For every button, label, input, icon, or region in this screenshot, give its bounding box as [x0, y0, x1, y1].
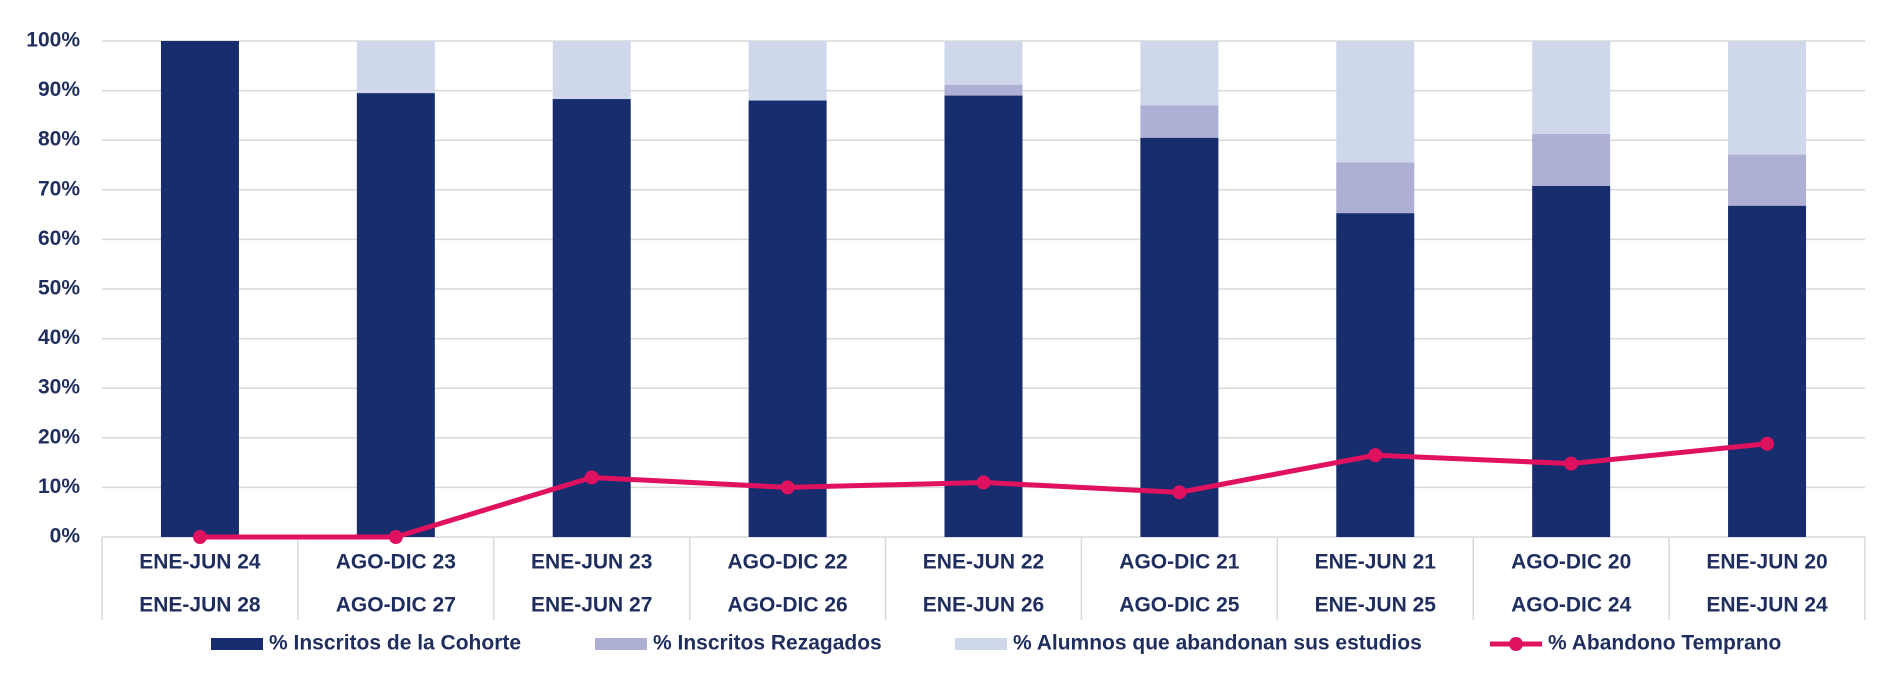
legend-swatch [595, 638, 647, 650]
legend-swatch [211, 638, 263, 650]
line-point [1760, 436, 1775, 451]
line-point [388, 530, 403, 544]
bar [944, 84, 1023, 96]
x-tick-label: AGO-DIC 26 [728, 594, 848, 617]
line-point [1564, 456, 1579, 471]
x-tick-label: AGO-DIC 22 [728, 551, 848, 574]
x-tick-label: AGO-DIC 23 [336, 551, 456, 574]
x-tick-label: ENE-JUN 27 [531, 594, 652, 617]
legend-swatch [955, 638, 1007, 650]
bar [1532, 185, 1611, 537]
legend-label: % Abandono Temprano [1548, 632, 1781, 655]
x-tick-label: AGO-DIC 24 [1511, 594, 1632, 617]
bar [552, 41, 631, 100]
legend-label: % Inscritos Rezagados [653, 632, 882, 655]
bar [1728, 205, 1807, 537]
y-tick-label: 40% [38, 326, 80, 349]
bar [1532, 41, 1611, 134]
bar [944, 41, 1023, 85]
y-tick-label: 60% [38, 227, 80, 250]
bar [1728, 154, 1807, 206]
line-point [1172, 485, 1187, 500]
y-tick-label: 50% [38, 277, 80, 300]
x-tick-label: ENE-JUN 26 [923, 594, 1044, 617]
x-tick-label: ENE-JUN 25 [1315, 594, 1437, 617]
x-tick-label: ENE-JUN 21 [1315, 551, 1437, 574]
legend-label: % Inscritos de la Cohorte [269, 632, 521, 655]
x-tick-label: ENE-JUN 23 [531, 551, 652, 574]
bar [1140, 105, 1219, 138]
bar [1728, 41, 1807, 155]
y-tick-label: 70% [38, 177, 80, 200]
legend-swatch [1509, 637, 1523, 651]
bar [160, 41, 239, 537]
bar [1336, 41, 1415, 163]
bar [552, 99, 631, 538]
x-tick-label: AGO-DIC 20 [1511, 551, 1631, 574]
x-tick-label: AGO-DIC 25 [1119, 594, 1240, 617]
y-tick-label: 90% [38, 78, 80, 101]
line-point [976, 475, 991, 490]
y-tick-label: 0% [50, 525, 81, 548]
x-tick-label: AGO-DIC 21 [1119, 551, 1240, 574]
bar [944, 95, 1023, 537]
x-tick-label: ENE-JUN 24 [139, 551, 261, 574]
x-tick-label: ENE-JUN 22 [923, 551, 1044, 574]
y-tick-label: 10% [38, 475, 80, 498]
bar [748, 100, 827, 538]
x-tick-label: AGO-DIC 27 [336, 594, 456, 617]
bar [1140, 41, 1219, 106]
line-point [192, 530, 207, 544]
x-tick-label: ENE-JUN 24 [1706, 594, 1828, 617]
bar [356, 41, 435, 94]
y-tick-label: 80% [38, 128, 80, 151]
bar [1140, 137, 1219, 537]
y-tick-label: 30% [38, 376, 80, 399]
line-point [1368, 448, 1383, 463]
line-point [584, 470, 599, 485]
x-tick-label: ENE-JUN 20 [1706, 551, 1827, 574]
y-tick-label: 20% [38, 425, 80, 448]
bar [1336, 213, 1415, 537]
legend-label: % Alumnos que abandonan sus estudios [1013, 632, 1422, 655]
bar [1336, 162, 1415, 214]
line-point [780, 480, 795, 495]
bar [356, 93, 435, 537]
bar [748, 41, 827, 101]
y-tick-label: 100% [26, 29, 80, 52]
bar [1532, 133, 1611, 186]
x-tick-label: ENE-JUN 28 [139, 594, 261, 617]
